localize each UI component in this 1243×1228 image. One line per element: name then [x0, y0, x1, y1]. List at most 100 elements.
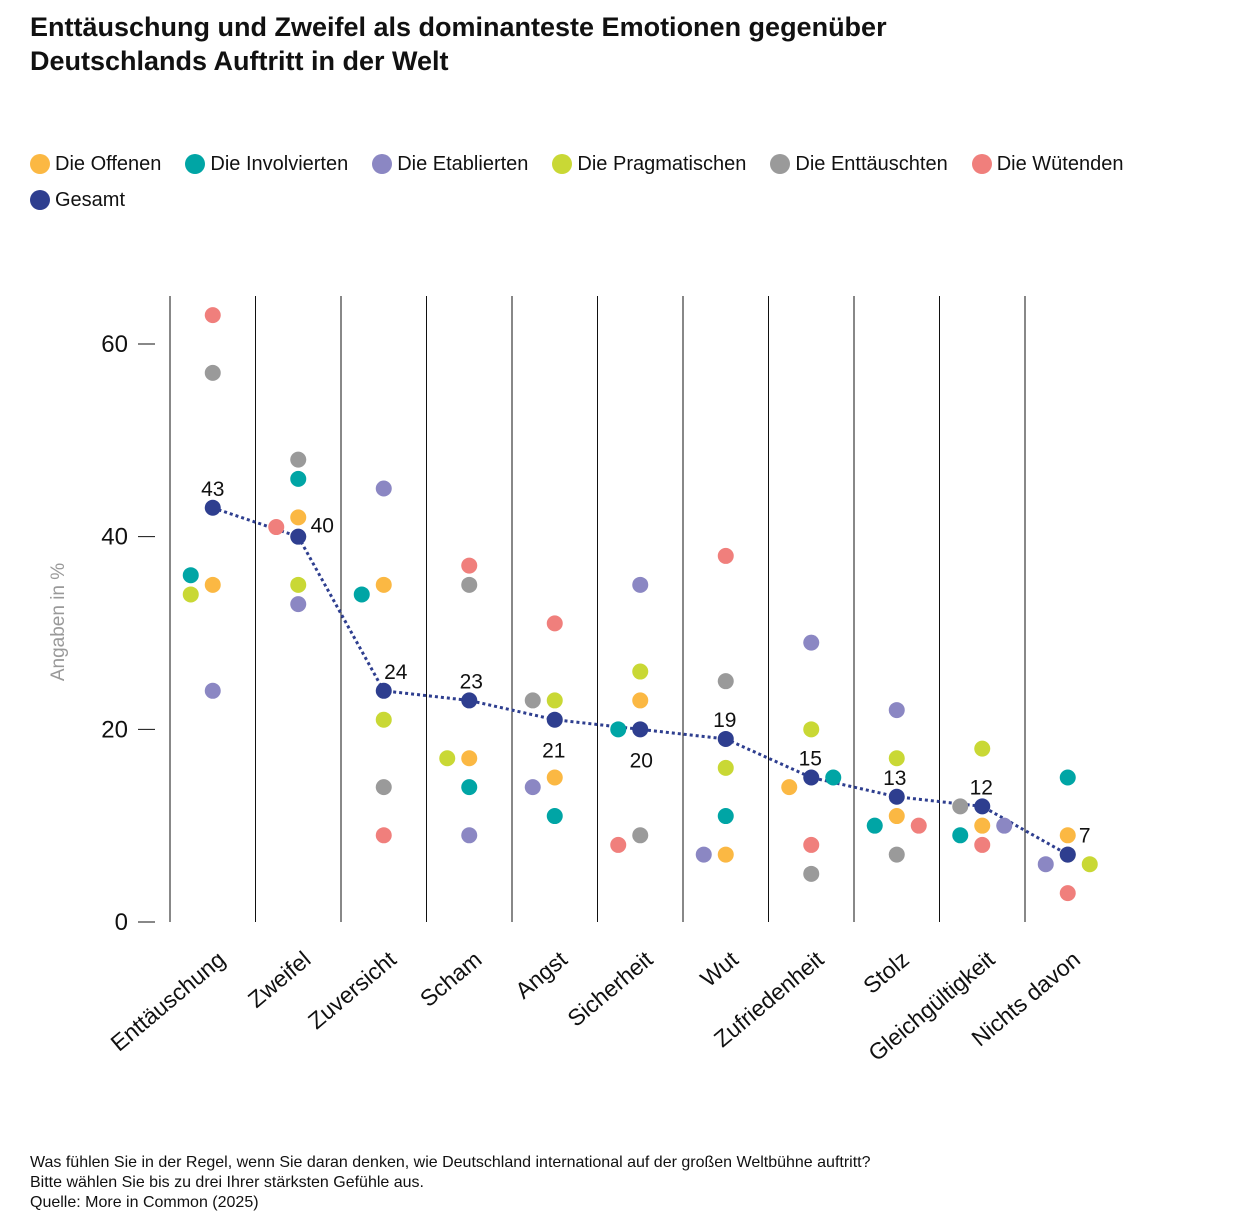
data-point [803, 634, 820, 651]
data-point [204, 499, 221, 516]
data-point [996, 817, 1013, 834]
data-point [461, 827, 478, 844]
data-point [952, 798, 969, 815]
legend-marker [770, 154, 791, 174]
gesamt-data-label: 23 [460, 670, 483, 693]
y-tick-label: 40 [101, 524, 128, 551]
source-text: Quelle: More in Common (2025) [30, 1194, 259, 1211]
title-line-2: Deutschlands Auftritt in der Welt [30, 46, 449, 76]
data-point [375, 827, 392, 844]
gesamt-data-label: 13 [883, 767, 906, 790]
data-point [290, 470, 307, 487]
data-point [803, 769, 820, 786]
data-point [290, 509, 307, 526]
data-point [546, 711, 563, 728]
legend-marker [971, 154, 992, 174]
data-point [952, 827, 969, 844]
data-point [632, 721, 649, 738]
legend-item: Die Involvierten [185, 146, 348, 182]
data-point [439, 750, 456, 767]
category-label: Enttäuschung [105, 946, 229, 1056]
category-label: Zweifel [243, 946, 316, 1013]
legend-label: Gesamt [55, 188, 126, 211]
data-point [290, 528, 307, 545]
legend-marker [30, 154, 50, 174]
gesamt-line [212, 506, 1069, 856]
category-label: Wut [695, 946, 743, 992]
y-tick-label: 60 [101, 331, 128, 358]
data-point [1059, 769, 1076, 786]
data-point [717, 730, 734, 747]
data-point [375, 779, 392, 796]
legend-item: Die Offenen [30, 146, 161, 182]
data-point [182, 567, 199, 584]
category-label: Scham [415, 946, 487, 1012]
data-point [717, 846, 734, 863]
data-point [204, 576, 221, 593]
legend-marker [552, 154, 573, 174]
data-point [1059, 846, 1076, 863]
data-point [375, 576, 392, 593]
data-point [290, 451, 307, 468]
legend-item: Gesamt [30, 182, 125, 218]
data-point [910, 817, 927, 834]
data-point [803, 865, 820, 882]
data-point [717, 808, 734, 825]
data-point [717, 547, 734, 564]
gesamt-data-label: 15 [799, 748, 822, 771]
data-point [695, 846, 712, 863]
data-point [546, 615, 563, 632]
data-point [888, 788, 905, 805]
gesamt-data-label: 20 [630, 749, 653, 772]
data-point [974, 817, 991, 834]
legend-label: Die Involvierten [210, 152, 349, 175]
data-point [204, 307, 221, 324]
gesamt-data-label: 12 [970, 776, 993, 799]
data-point [866, 817, 883, 834]
data-point [461, 750, 478, 767]
legend-label: Die Offenen [55, 152, 162, 175]
legend-item: Die Enttäuschten [770, 146, 948, 182]
legend-marker [372, 154, 393, 174]
data-point [781, 779, 798, 796]
data-point [974, 798, 991, 815]
legend-marker [30, 190, 50, 210]
data-point [888, 808, 905, 825]
data-point [461, 576, 478, 593]
gesamt-data-label: 24 [384, 661, 408, 684]
data-point [461, 779, 478, 796]
data-point [888, 846, 905, 863]
data-point [290, 576, 307, 593]
data-point [610, 836, 627, 853]
y-tick-label: 0 [115, 909, 128, 936]
legend-item: Die Pragmatischen [552, 146, 746, 182]
data-point [182, 586, 199, 603]
data-point [632, 663, 649, 680]
data-point [375, 480, 392, 497]
data-point [803, 836, 820, 853]
data-point [610, 721, 627, 738]
data-point [461, 557, 478, 574]
data-point [632, 827, 649, 844]
category-label: Zuversicht [303, 946, 401, 1034]
data-point [888, 750, 905, 767]
data-point [803, 721, 820, 738]
data-point [974, 740, 991, 757]
data-point [1081, 856, 1098, 873]
category-label: Stolz [858, 946, 914, 999]
y-tick-label: 20 [101, 716, 128, 743]
gesamt-data-label: 19 [713, 709, 736, 732]
data-point [717, 673, 734, 690]
data-point [546, 808, 563, 825]
data-point [375, 711, 392, 728]
legend-label: Die Pragmatischen [577, 152, 747, 175]
gesamt-data-label: 21 [542, 740, 565, 763]
question-text: Was fühlen Sie in der Regel, wenn Sie da… [30, 1154, 871, 1171]
legend-item: Die Wütenden [971, 146, 1123, 182]
data-point [717, 759, 734, 776]
chart-title: Enttäuschung und Zweifel als dominantest… [30, 10, 1030, 78]
data-point [974, 836, 991, 853]
data-point [461, 692, 478, 709]
